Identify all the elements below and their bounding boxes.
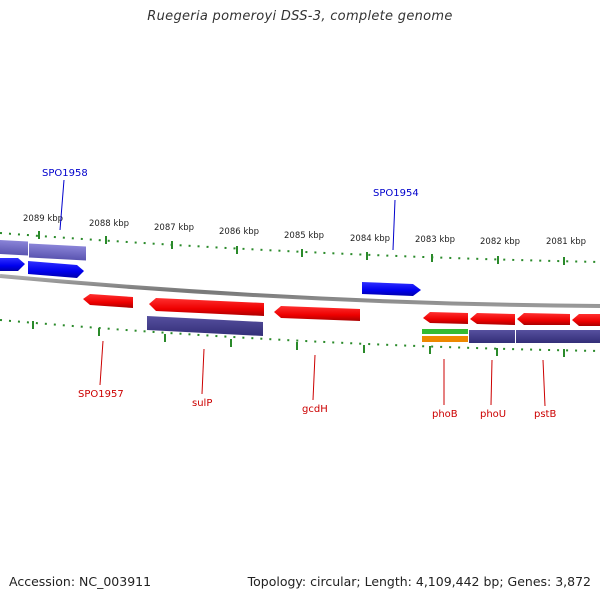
- genome-summary-text: Topology: circular; Length: 4,109,442 bp…: [247, 574, 591, 589]
- ruler-label: 2085 kbp: [284, 231, 324, 241]
- cds-bar-lower: [147, 316, 600, 343]
- label-leaders: [59, 179, 546, 407]
- leader-phou: [490, 359, 493, 406]
- gene-label-spo1958[interactable]: SPO1958: [42, 168, 88, 179]
- cds-segment[interactable]: [29, 243, 86, 261]
- gene-label-pstb[interactable]: pstB: [534, 409, 556, 420]
- reverse-genes: [83, 294, 600, 326]
- gene-arrow-sulp[interactable]: [149, 298, 264, 316]
- upper-ruler: 2089 kbp 2088 kbp 2087 kbp 2086 kbp 2085…: [0, 214, 600, 265]
- leader-spo1957: [99, 340, 104, 386]
- gene-label-gcdh[interactable]: gcdH: [302, 404, 328, 415]
- gene-arrow-spo1954[interactable]: [362, 282, 421, 296]
- gene-label-phou[interactable]: phoU: [480, 409, 506, 420]
- ruler-label: 2081 kbp: [546, 237, 586, 247]
- gene-label-spo1957[interactable]: SPO1957: [78, 389, 124, 400]
- gene-arrow-forward[interactable]: [0, 258, 25, 271]
- gene-label-phob[interactable]: phoB: [432, 409, 458, 420]
- gene-arrow-gcdh[interactable]: [274, 306, 360, 321]
- cds-segment[interactable]: [469, 330, 515, 343]
- gene-arrow-phou[interactable]: [470, 313, 515, 325]
- gene-arrow-pstb[interactable]: [517, 313, 570, 325]
- ruler-label: 2083 kbp: [415, 235, 455, 245]
- ruler-label: 2089 kbp: [23, 214, 63, 224]
- gene-label-spo1954[interactable]: SPO1954: [373, 188, 419, 199]
- leader-pstb: [542, 359, 546, 407]
- feature-green[interactable]: [422, 329, 468, 334]
- gene-arrow-spo1957[interactable]: [83, 294, 133, 308]
- feature-orange[interactable]: [422, 336, 468, 342]
- leader-gcdh: [312, 354, 316, 401]
- accession-text: Accession: NC_003911: [9, 574, 152, 589]
- ruler-label: 2086 kbp: [219, 227, 259, 237]
- gene-label-sulp[interactable]: sulP: [192, 398, 212, 409]
- leader-spo1958: [59, 179, 65, 231]
- leader-sulp: [201, 348, 205, 395]
- gene-arrow-reverse[interactable]: [572, 314, 600, 326]
- cds-segment[interactable]: [147, 316, 263, 336]
- ruler-label: 2084 kbp: [350, 234, 390, 244]
- leader-spo1954: [392, 199, 396, 251]
- lower-ruler: [0, 319, 600, 357]
- gene-arrow-forward[interactable]: [28, 261, 84, 278]
- genome-backbone: [0, 274, 600, 308]
- forward-genes: [0, 258, 421, 296]
- gene-arrow-phob[interactable]: [423, 312, 468, 324]
- map-title: Ruegeria pomeroyi DSS-3, complete genome: [147, 9, 453, 24]
- ruler-label: 2088 kbp: [89, 219, 129, 229]
- cds-segment[interactable]: [0, 239, 28, 256]
- ruler-label: 2087 kbp: [154, 223, 194, 233]
- ruler-label: 2082 kbp: [480, 237, 520, 247]
- cds-segment[interactable]: [516, 330, 600, 343]
- cds-bar-upper[interactable]: [0, 239, 86, 261]
